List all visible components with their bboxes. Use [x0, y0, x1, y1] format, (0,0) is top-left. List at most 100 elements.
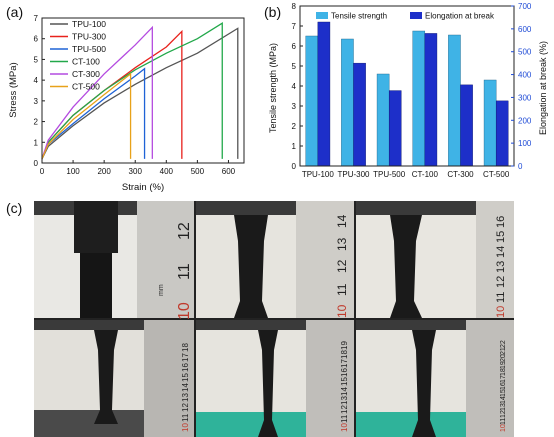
- legend-label-a: CT-500: [72, 82, 100, 92]
- panel-label-a: (a): [6, 4, 24, 20]
- ruler-number-bottom-middle: 16: [340, 368, 349, 378]
- ruler-number-bottom-right: 10: [500, 424, 507, 432]
- bar-tensile-strength: [376, 73, 390, 167]
- ruler-number-bottom-middle: 12: [340, 404, 349, 414]
- bar-elongation-at-break: [388, 90, 402, 167]
- category-label-b: TPU-100: [302, 170, 335, 179]
- y2-tick-label-b: 200: [518, 116, 532, 125]
- ruler-number-top-right: 10: [495, 305, 507, 318]
- y-tick-label-b: 8: [292, 2, 297, 11]
- photo-bottom-left: [34, 320, 194, 437]
- plot-frame-a: [41, 17, 245, 164]
- ruler-number-bottom-left: 18: [181, 343, 190, 352]
- x-tick-label-a: 0: [40, 167, 45, 176]
- y-tick-label-b: 6: [292, 42, 297, 51]
- ruler-number-top-middle: 11: [335, 283, 349, 296]
- x-tick-label-a: 400: [160, 167, 174, 176]
- legend-label-b: Tensile strength: [331, 12, 387, 21]
- series-line-tpu-300: [41, 29, 183, 160]
- ruler-number-bottom-middle: 17: [340, 359, 349, 369]
- panel-label-b: (b): [264, 4, 282, 20]
- ruler-number-bottom-middle: 13: [340, 395, 349, 405]
- x-axis-label-a: Strain (%): [122, 182, 164, 193]
- ruler-number-top-right: 12: [495, 275, 507, 288]
- ruler-number-bottom-left: 12: [181, 403, 190, 412]
- y-tick-label-a: 0: [34, 159, 39, 168]
- bar-tensile-strength: [412, 30, 426, 167]
- x-tick-label-a: 600: [222, 167, 236, 176]
- panel-label-c: (c): [6, 200, 23, 216]
- legend-label-a: TPU-500: [72, 44, 106, 54]
- y2-tick-label-b: 500: [518, 48, 532, 57]
- plot-frame-b: [299, 5, 515, 167]
- bar-tensile-strength: [448, 34, 461, 167]
- bar-tensile-strength: [341, 38, 354, 167]
- ruler-number-top-left: 11: [176, 263, 193, 280]
- y2-tick-label-b: 100: [518, 139, 532, 148]
- x-tick-label-a: 300: [129, 167, 143, 176]
- ruler-number-bottom-left: 17: [181, 353, 190, 362]
- ruler-number-bottom-left: 16: [181, 363, 190, 372]
- ruler-number-top-right: 16: [495, 215, 507, 228]
- stress-strain-chart: 0 100 200 300 400 500 600 0 1 2 3 4 5 6 7 Strain (%) S…: [8, 14, 245, 193]
- y2-tick-label-b: 300: [518, 93, 532, 102]
- y-tick-label-a: 3: [34, 97, 39, 106]
- photo-bottom-middle: [196, 320, 354, 437]
- ruler-number-top-right: 14: [495, 245, 507, 258]
- y2-tick-label-b: 600: [518, 25, 532, 34]
- category-label-b: TPU-300: [337, 170, 370, 179]
- y-tick-label-a: 6: [34, 35, 39, 44]
- x-tick-label-a: 200: [97, 167, 111, 176]
- ruler-number-bottom-middle: 14: [340, 386, 349, 396]
- y-tick-label-a: 4: [34, 76, 39, 85]
- legend-swatch-b: [316, 12, 328, 19]
- y-tick-label-b: 5: [292, 62, 297, 71]
- ruler-number-top-middle: 13: [335, 237, 349, 251]
- y-axis-label-b: Tensile strength (MPa): [268, 43, 278, 133]
- ruler-number-top-middle: 14: [335, 214, 349, 228]
- tensile-test-photos: [34, 201, 514, 437]
- y-tick-label-a: 7: [34, 14, 39, 23]
- ruler-number-top-middle: 12: [335, 259, 349, 273]
- legend-swatch-b: [410, 12, 422, 19]
- ruler-number-top-left: 10: [176, 302, 193, 320]
- y-tick-label-b: 4: [292, 82, 297, 91]
- y2-tick-label-b: 700: [518, 2, 532, 11]
- bar-tensile-strength: [483, 79, 497, 167]
- series-line-ct-500: [41, 72, 132, 160]
- legend-label-a: TPU-100: [72, 19, 106, 29]
- category-label-b: CT-300: [447, 170, 474, 179]
- y-tick-label-b: 2: [292, 122, 297, 131]
- photo-top-middle: [196, 201, 354, 318]
- ruler-number-bottom-middle: 18: [340, 350, 349, 360]
- ruler-number-bottom-middle: 10: [340, 423, 349, 432]
- y2-tick-label-b: 0: [518, 162, 523, 171]
- x-tick-label-a: 500: [191, 167, 205, 176]
- ruler-number-bottom-left: 13: [181, 393, 190, 402]
- ruler-number-bottom-left: 15: [181, 373, 190, 382]
- photo-top-right: [356, 201, 514, 318]
- ruler-number-bottom-middle: 15: [340, 377, 349, 387]
- x-tick-label-a: 100: [66, 167, 80, 176]
- y-tick-label-b: 1: [292, 142, 297, 151]
- legend-label-a: CT-100: [72, 57, 100, 67]
- ruler-number-bottom-left: 14: [181, 383, 190, 392]
- bar-elongation-at-break: [424, 33, 438, 167]
- y-axis-label-a: Stress (MPa): [8, 62, 19, 117]
- y2-tick-label-b: 400: [518, 71, 532, 80]
- ruler-number-top-right: 13: [495, 260, 507, 273]
- category-label-b: CT-100: [412, 170, 439, 179]
- series-line-tpu-100: [41, 27, 239, 160]
- ruler-number-bottom-middle: 11: [340, 414, 349, 423]
- category-label-b: CT-500: [483, 170, 510, 179]
- ruler-number-bottom-left: 10: [181, 423, 190, 432]
- y-tick-label-a: 2: [34, 118, 39, 127]
- legend-label-a: TPU-300: [72, 32, 106, 42]
- bar-elongation-at-break: [317, 21, 331, 167]
- photo-bottom-right: [356, 320, 514, 437]
- photo-top-left: [34, 201, 194, 318]
- legend-label-a: CT-300: [72, 69, 100, 79]
- bar-elongation-at-break: [460, 84, 473, 167]
- bar-elongation-at-break: [353, 62, 366, 167]
- ruler-number-top-middle: 10: [335, 304, 349, 318]
